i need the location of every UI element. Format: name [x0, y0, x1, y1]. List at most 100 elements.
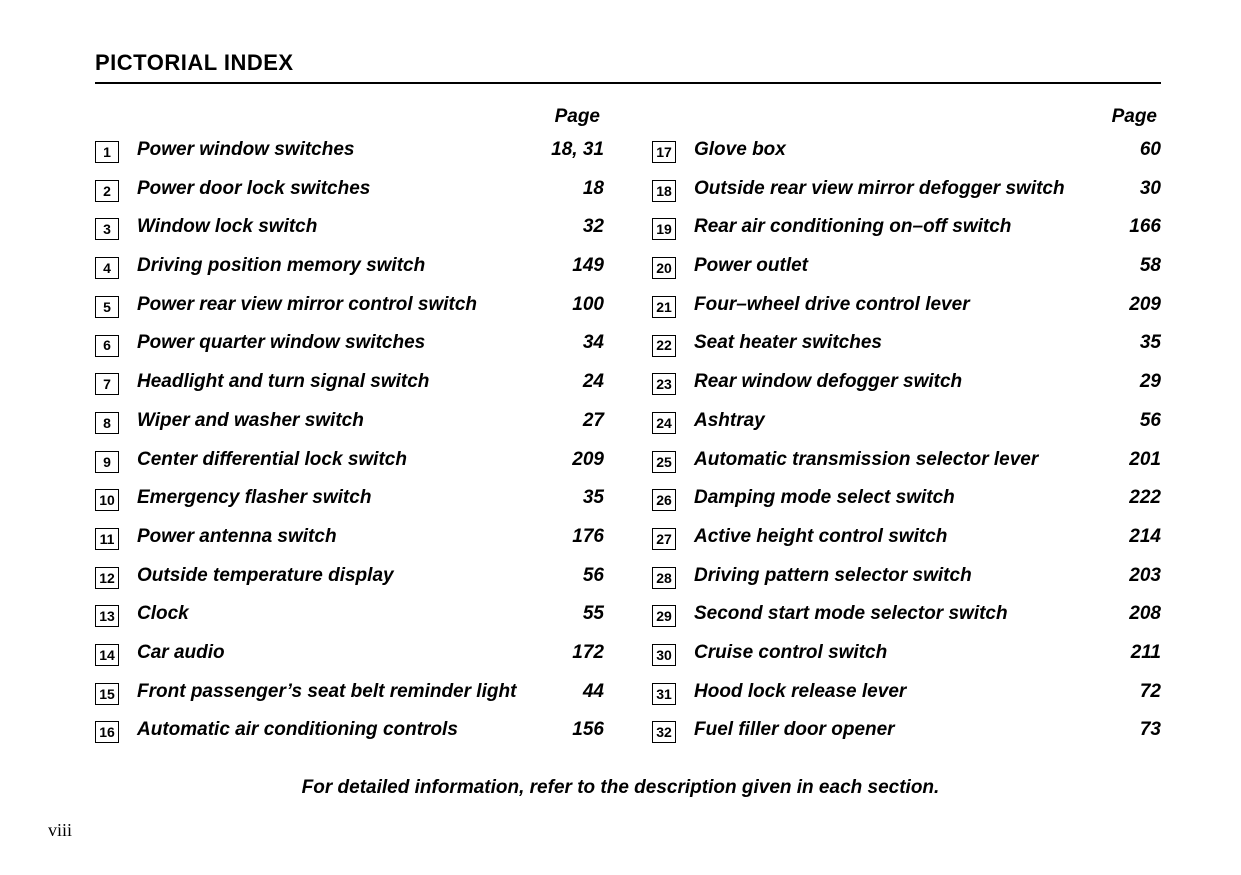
- page-header-left: Page: [95, 106, 604, 128]
- entry-page: 55: [558, 602, 604, 627]
- entry-page: 44: [558, 680, 604, 705]
- entry-page: 100: [558, 293, 604, 318]
- index-entry: 12Outside temperature display56: [95, 564, 604, 589]
- entry-number-box: 24: [652, 412, 676, 434]
- page-header-right: Page: [652, 106, 1161, 128]
- entry-number-box: 30: [652, 644, 676, 666]
- index-entry: 19Rear air conditioning on–off switch166: [652, 215, 1161, 240]
- entry-number-box: 16: [95, 721, 119, 743]
- entry-label: Emergency flasher switch: [137, 486, 371, 511]
- entry-label: Driving position memory switch: [137, 254, 425, 279]
- entry-number-box: 17: [652, 141, 676, 163]
- entry-label: Power quarter window switches: [137, 331, 425, 356]
- entry-page: 203: [1115, 564, 1161, 589]
- entry-page: 166: [1115, 215, 1161, 240]
- entry-label: Front passenger’s seat belt reminder lig…: [137, 680, 516, 705]
- entry-label: Hood lock release lever: [694, 680, 906, 705]
- entry-number-box: 11: [95, 528, 119, 550]
- entry-label: Power window switches: [137, 138, 355, 163]
- entry-label: Power rear view mirror control switch: [137, 293, 477, 318]
- entry-number-box: 10: [95, 489, 119, 511]
- index-entry: 23Rear window defogger switch29: [652, 370, 1161, 395]
- index-entry: 6Power quarter window switches34: [95, 331, 604, 356]
- entry-label: Car audio: [137, 641, 225, 666]
- entry-page: 176: [558, 525, 604, 550]
- entry-label: Second start mode selector switch: [694, 602, 1008, 627]
- entry-label: Power antenna switch: [137, 525, 337, 550]
- section-title: PICTORIAL INDEX: [95, 50, 1161, 84]
- index-entry: 8Wiper and washer switch27: [95, 409, 604, 434]
- entry-label: Automatic transmission selector lever: [694, 448, 1038, 473]
- index-entry: 15Front passenger’s seat belt reminder l…: [95, 680, 604, 705]
- entry-label: Damping mode select switch: [694, 486, 955, 511]
- index-entry: 26 Damping mode select switch 222: [652, 486, 1161, 511]
- entry-number-box: 13: [95, 605, 119, 627]
- entry-label: Driving pattern selector switch: [694, 564, 972, 589]
- index-entry: 31Hood lock release lever72: [652, 680, 1161, 705]
- entry-page: 172: [558, 641, 604, 666]
- entry-label: Outside temperature display: [137, 564, 394, 589]
- right-column-entries: 17 Glove box 60 18 Outside rear view mirror …: [652, 138, 1161, 743]
- entry-label: Clock: [137, 602, 189, 627]
- document-page: PICTORIAL INDEX Page 1 Power window switc…: [0, 0, 1241, 875]
- entry-page: 73: [1115, 718, 1161, 743]
- entry-number-box: 4: [95, 257, 119, 279]
- entry-number-box: 1: [95, 141, 119, 163]
- entry-label: Wiper and washer switch: [137, 409, 364, 434]
- index-entry: 4 Driving position memory switch 149: [95, 254, 604, 279]
- index-entry: 11 Power antenna switch 176: [95, 525, 604, 550]
- entry-label: Four–wheel drive control lever: [694, 293, 970, 318]
- entry-label: Window lock switch: [137, 215, 317, 240]
- index-entry: 21 Four–wheel drive control lever 209: [652, 293, 1161, 318]
- entry-number-box: 28: [652, 567, 676, 589]
- entry-page: 201: [1115, 448, 1161, 473]
- entry-page: 222: [1115, 486, 1161, 511]
- entry-page: 209: [1115, 293, 1161, 318]
- entry-label: Glove box: [694, 138, 786, 163]
- index-entry: 18 Outside rear view mirror defogger swit…: [652, 177, 1161, 202]
- entry-label: Fuel filler door opener: [694, 718, 895, 743]
- entry-label: Automatic air conditioning controls: [137, 718, 458, 743]
- entry-page: 211: [1115, 641, 1161, 666]
- index-entry: 24Ashtray56: [652, 409, 1161, 434]
- index-entry: 27Active height control switch214: [652, 525, 1161, 550]
- page-number: viii: [48, 820, 72, 841]
- entry-number-box: 27: [652, 528, 676, 550]
- index-entry: 13 Clock 55: [95, 602, 604, 627]
- entry-page: 24: [558, 370, 604, 395]
- entry-page: 18: [558, 177, 604, 202]
- entry-page: 18, 31: [551, 138, 604, 163]
- index-entry: 3Window lock switch32: [95, 215, 604, 240]
- index-entry: 20Power outlet58: [652, 254, 1161, 279]
- entry-page: 60: [1115, 138, 1161, 163]
- left-column: Page 1 Power window switches 18, 31 2 Power …: [95, 106, 604, 757]
- entry-label: Center differential lock switch: [137, 448, 407, 473]
- entry-page: 32: [558, 215, 604, 240]
- entry-number-box: 18: [652, 180, 676, 202]
- entry-number-box: 14: [95, 644, 119, 666]
- entry-number-box: 9: [95, 451, 119, 473]
- index-entry: 14 Car audio 172: [95, 641, 604, 666]
- entry-number-box: 2: [95, 180, 119, 202]
- entry-number-box: 25: [652, 451, 676, 473]
- entry-page: 29: [1115, 370, 1161, 395]
- left-column-entries: 1Power window switches18, 312Power door …: [95, 138, 604, 743]
- entry-number-box: 7: [95, 373, 119, 395]
- entry-number-box: 32: [652, 721, 676, 743]
- entry-label: Seat heater switches: [694, 331, 882, 356]
- entry-page: 27: [558, 409, 604, 434]
- entry-label: Headlight and turn signal switch: [137, 370, 429, 395]
- entry-page: 56: [1115, 409, 1161, 434]
- entry-number-box: 21: [652, 296, 676, 318]
- index-entry: 30Cruise control switch211: [652, 641, 1161, 666]
- entry-number-box: 26: [652, 489, 676, 511]
- index-entry: 1 Power window switches 18, 31: [95, 138, 604, 163]
- footer-note: For detailed information, refer to the d…: [0, 777, 1241, 799]
- entry-page: 149: [558, 254, 604, 279]
- index-entry: 29Second start mode selector switch208: [652, 602, 1161, 627]
- entry-page: 34: [558, 331, 604, 356]
- entry-number-box: 5: [95, 296, 119, 318]
- entry-page: 208: [1115, 602, 1161, 627]
- entry-label: Outside rear view mirror defogger switch: [694, 177, 1065, 202]
- entry-page: 214: [1115, 525, 1161, 550]
